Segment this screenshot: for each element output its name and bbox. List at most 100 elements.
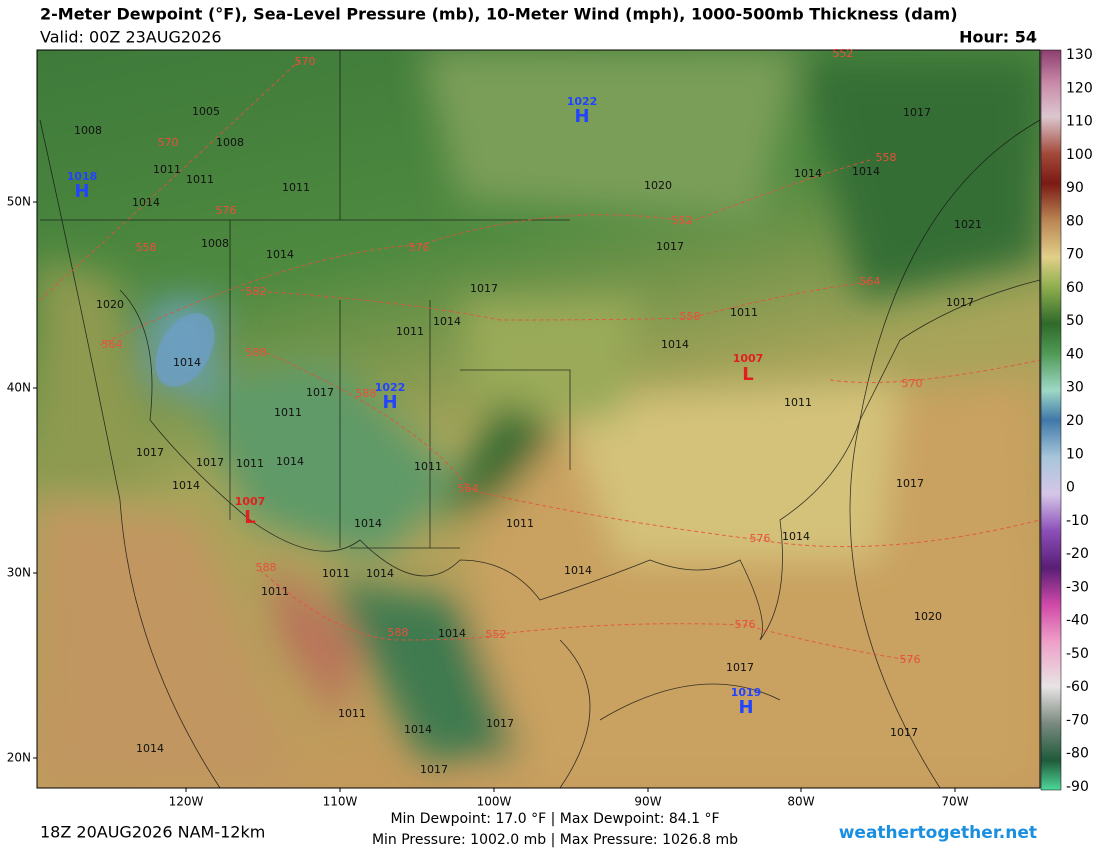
map-title: 2-Meter Dewpoint (°F), Sea-Level Pressur… xyxy=(40,5,958,24)
colorbar-tick-label: 20 xyxy=(1066,413,1084,429)
high-pressure-value: 1022 xyxy=(375,381,406,394)
forecast-hour: Hour: 54 xyxy=(959,28,1037,47)
model-run: 18Z 20AUG2026 NAM-12km xyxy=(40,823,265,842)
isobar-label: 1011 xyxy=(261,585,289,598)
colorbar-tick-label: -40 xyxy=(1066,613,1089,629)
thickness-label: 588 xyxy=(356,387,377,400)
site-name: weathertogether.net xyxy=(839,823,1037,843)
isobar-label: 1014 xyxy=(782,530,810,543)
valid-time: Valid: 00Z 23AUG2026 xyxy=(40,28,222,47)
colorbar-tick-label: -10 xyxy=(1066,513,1089,529)
isobar-label: 1014 xyxy=(794,167,822,180)
isobar-label: 1014 xyxy=(661,338,689,351)
isobar-label: 1014 xyxy=(564,564,592,577)
isobar-label: 1014 xyxy=(433,315,461,328)
isobar-label: 1011 xyxy=(274,406,302,419)
high-pressure-value: 1018 xyxy=(67,170,98,183)
thickness-label: 552 xyxy=(833,47,854,60)
isobar-label: 1017 xyxy=(486,717,514,730)
colorbar-tick-label: -70 xyxy=(1066,712,1089,728)
isobar-label: 1011 xyxy=(506,517,534,530)
lon-label: 90W xyxy=(634,795,661,809)
isobar-label: 1017 xyxy=(196,456,224,469)
thickness-label: 558 xyxy=(876,151,897,164)
colorbar-tick-label: 110 xyxy=(1066,114,1093,130)
isobar-label: 1020 xyxy=(644,179,672,192)
colorbar-tick-label: 70 xyxy=(1066,247,1084,263)
pressure-range: Min Pressure: 1002.0 mb | Max Pressure: … xyxy=(372,832,738,848)
isobar-label: 1017 xyxy=(890,726,918,739)
isobar-label: 1011 xyxy=(236,457,264,470)
isobar-label: 1017 xyxy=(470,282,498,295)
isobar-label: 1011 xyxy=(153,163,181,176)
thickness-label: 558 xyxy=(136,241,157,254)
high-pressure-value: 1022 xyxy=(567,95,598,108)
colorbar-tick-label: -20 xyxy=(1066,546,1089,562)
thickness-label: 564 xyxy=(860,275,881,288)
thickness-label: 552 xyxy=(486,628,507,641)
high-pressure-symbol: H xyxy=(382,392,397,413)
colorbar-tick-label: 40 xyxy=(1066,346,1084,362)
isobar-label: 1011 xyxy=(282,181,310,194)
low-pressure-symbol: L xyxy=(742,364,753,385)
colorbar-tick-label: 60 xyxy=(1066,280,1084,296)
isobar-label: 1020 xyxy=(96,298,124,311)
isobar-label: 1014 xyxy=(173,356,201,369)
isobar-label: 1017 xyxy=(656,240,684,253)
colorbar-tick-label: 0 xyxy=(1066,480,1075,496)
lon-label: 70W xyxy=(941,795,968,809)
isobar-label: 1011 xyxy=(784,396,812,409)
isobar-label: 1014 xyxy=(172,479,200,492)
thickness-label: 576 xyxy=(750,532,771,545)
colorbar-tick-label: 130 xyxy=(1066,47,1093,63)
isobar-label: 1017 xyxy=(306,386,334,399)
colorbar-tick-label: -80 xyxy=(1066,746,1089,762)
high-pressure-value: 1019 xyxy=(731,686,762,699)
thickness-label: 570 xyxy=(158,136,179,149)
isobar-label: 1021 xyxy=(954,218,982,231)
map-background xyxy=(37,50,1040,788)
lon-label: 120W xyxy=(169,795,204,809)
thickness-label: 570 xyxy=(295,55,316,68)
colorbar-tick-label: 50 xyxy=(1066,313,1084,329)
isobar-label: 1014 xyxy=(276,455,304,468)
isobar-label: 1011 xyxy=(186,173,214,186)
colorbar-tick-label: 90 xyxy=(1066,180,1084,196)
isobar-label: 1011 xyxy=(396,325,424,338)
thickness-label: 588 xyxy=(388,626,409,639)
isobar-label: 1011 xyxy=(414,460,442,473)
isobar-label: 1020 xyxy=(914,610,942,623)
isobar-label: 1014 xyxy=(852,165,880,178)
isobar-label: 1011 xyxy=(730,306,758,319)
isobar-label: 1014 xyxy=(354,517,382,530)
isobar-label: 1014 xyxy=(404,723,432,736)
isobar-label: 1014 xyxy=(366,567,394,580)
colorbar-tick-label: -30 xyxy=(1066,579,1089,595)
colorbar-tick-label: 120 xyxy=(1066,80,1093,96)
isobar-label: 1014 xyxy=(266,248,294,261)
lat-label: 50N xyxy=(7,195,31,209)
low-pressure-symbol: L xyxy=(244,507,255,528)
isobar-label: 1014 xyxy=(136,742,164,755)
isobar-label: 1014 xyxy=(438,627,466,640)
thickness-label: 576 xyxy=(900,653,921,666)
isobar-label: 1017 xyxy=(136,446,164,459)
colorbar-tick-label: 100 xyxy=(1066,147,1093,163)
colorbar-tick-label: 30 xyxy=(1066,380,1084,396)
dewpoint-range: Min Dewpoint: 17.0 °F | Max Dewpoint: 84… xyxy=(390,811,719,827)
lat-label: 40N xyxy=(7,381,31,395)
isobar-label: 1011 xyxy=(338,707,366,720)
thickness-label: 576 xyxy=(216,204,237,217)
isobar-label: 1008 xyxy=(201,237,229,250)
thickness-label: 576 xyxy=(409,241,430,254)
lon-label: 80W xyxy=(787,795,814,809)
thickness-label: 552 xyxy=(672,214,693,227)
low-pressure-value: 1007 xyxy=(235,495,266,508)
thickness-label: 588 xyxy=(246,346,267,359)
lat-label: 30N xyxy=(7,566,31,580)
lon-label: 110W xyxy=(323,795,358,809)
high-pressure-symbol: H xyxy=(738,697,753,718)
isobar-label: 1005 xyxy=(192,105,220,118)
thickness-label: 564 xyxy=(102,338,123,351)
